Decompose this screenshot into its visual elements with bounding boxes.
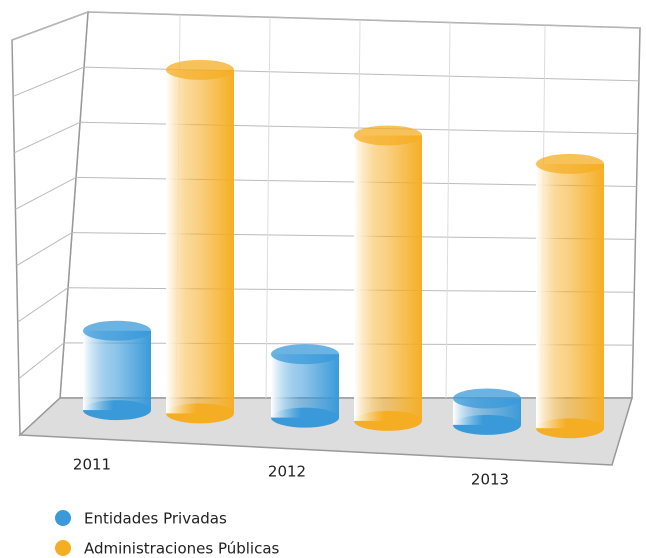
grid-line — [15, 176, 77, 210]
grid-line — [445, 22, 451, 399]
x-tick-label: 2011 — [73, 456, 111, 474]
grid-line — [18, 342, 65, 379]
grid-line — [265, 17, 271, 399]
bar — [354, 125, 422, 431]
grid-line — [12, 66, 85, 97]
legend-label: Administraciones Públicas — [84, 540, 280, 558]
bar — [166, 59, 234, 424]
grid-line — [14, 121, 81, 154]
bar — [536, 153, 604, 439]
bar — [453, 388, 521, 435]
x-tick-label: 2013 — [471, 471, 509, 489]
grid-line — [17, 287, 69, 323]
legend-label: Entidades Privadas — [84, 510, 227, 528]
grid-line — [11, 11, 89, 41]
grid-line — [16, 232, 73, 267]
grid-line — [87, 11, 641, 29]
bar — [271, 344, 339, 428]
legend-marker — [55, 540, 71, 556]
bar — [83, 320, 151, 421]
legend-marker — [55, 510, 71, 526]
x-tick-label: 2012 — [268, 463, 306, 481]
